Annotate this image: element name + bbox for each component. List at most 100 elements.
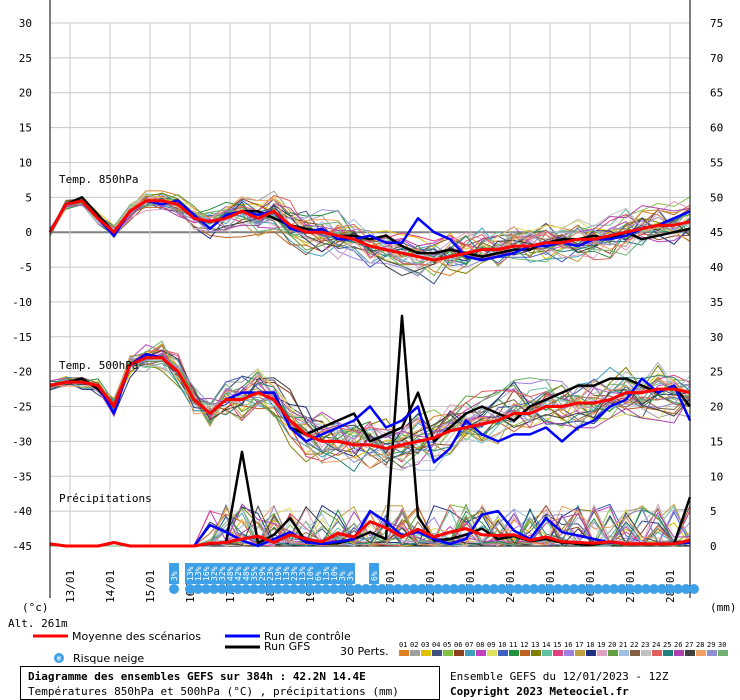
x-tick-label: 14/01 (104, 570, 117, 603)
member-t500-line (49, 360, 691, 469)
snow-risk-bar (169, 563, 179, 584)
member-swatch (652, 650, 662, 656)
snow-risk-icon (425, 584, 435, 594)
y-tick-right: 45 (710, 226, 723, 239)
snow-risk-bar (297, 563, 307, 584)
snow-risk-label: 32% (210, 566, 219, 581)
snow-risk-icon (241, 584, 251, 594)
member-t850-line (49, 195, 691, 269)
snow-risk-icon (265, 584, 275, 594)
member-number: 05 (443, 641, 451, 649)
y-tick-right: 75 (710, 17, 723, 30)
y-tick-left: -20 (12, 366, 32, 379)
snow-risk-icon (393, 584, 403, 594)
snow-risk-icon (281, 584, 291, 594)
member-swatch (399, 650, 409, 656)
snow-risk-icon (361, 584, 371, 594)
snow-risk-icon (545, 584, 555, 594)
label-t850: Temp. 850hPa (59, 173, 138, 186)
member-swatch (520, 650, 530, 656)
snow-risk-icon (513, 584, 523, 594)
snow-risk-bar (241, 563, 251, 584)
snow-risk-icon (353, 584, 363, 594)
snow-risk-label: 13% (298, 566, 307, 581)
snow-risk-icon (409, 584, 419, 594)
member-swatch (674, 650, 684, 656)
snow-risk-icon (249, 584, 259, 594)
y-tick-right: 15 (710, 435, 723, 448)
snow-risk-icon (481, 584, 491, 594)
snow-risk-icon (233, 584, 243, 594)
snow-risk-icon (385, 584, 395, 594)
series-t850-line (48, 199, 691, 262)
snow-risk-label: 32% (218, 566, 227, 581)
footer-copyright: Copyright 2023 Meteociel.fr (450, 685, 629, 698)
y-tick-left: 10 (19, 156, 32, 169)
unit-left: (°c) (22, 601, 49, 614)
snow-risk-icon (657, 584, 667, 594)
snow-risk-icon (593, 584, 603, 594)
snow-risk-icon (537, 584, 547, 594)
member-swatch (454, 650, 464, 656)
snow-risk-icon (329, 584, 339, 594)
y-tick-left: -40 (12, 505, 32, 518)
member-number: 27 (685, 641, 693, 649)
member-number: 23 (641, 641, 649, 649)
snow-risk-icon (321, 584, 331, 594)
member-number: 16 (564, 641, 572, 649)
tick-labels: -45 -40 -35 -30 -25 -20 -15 -10 -5 0 5 10 15 20 25 30 0 5… (12, 17, 723, 603)
legend-gfs-label: Run GFS (264, 640, 310, 653)
unit-right: (mm) (710, 601, 737, 614)
snow-risk-icon (417, 584, 427, 594)
y-tick-left: 30 (19, 17, 32, 30)
y-tick-right: 55 (710, 156, 723, 169)
snow-risk-icon (665, 584, 675, 594)
snow-risk-bar (337, 563, 347, 584)
member-number: 08 (476, 641, 484, 649)
member-swatch (553, 650, 563, 656)
snow-risk-label: 23% (266, 566, 275, 581)
snow-risk-icon (625, 584, 635, 594)
member-swatch (685, 650, 695, 656)
member-swatch (564, 650, 574, 656)
snow-risk-bar (265, 563, 275, 584)
snow-risk-label: 13% (322, 566, 331, 581)
y-tick-right: 25 (710, 366, 723, 379)
member-number: 10 (498, 641, 506, 649)
member-swatch (542, 650, 552, 656)
axes (49, 0, 691, 598)
y-tick-right: 30 (710, 331, 723, 344)
svg-text:❄: ❄ (57, 654, 62, 663)
snow-risk-icon (521, 584, 531, 594)
legend-snow-icon: ❄ (54, 653, 64, 663)
member-number: 22 (630, 641, 638, 649)
snow-risk-bar (233, 563, 243, 584)
snow-risk-bar (209, 563, 219, 584)
snow-risk-bar (329, 563, 339, 584)
footer-title: Diagramme des ensembles GEFS sur 384h : … (28, 670, 366, 683)
snow-risk-label: 3% (338, 571, 347, 581)
series-precip-line (49, 520, 691, 548)
x-tick-label: 15/01 (144, 570, 157, 603)
snow-risk-row: 3% 13% 13% 16% 32% 32% 48% 42% 48% 35% 29% 23% 19% 13… (169, 563, 699, 594)
snow-risk-bar (369, 563, 379, 584)
snow-risk-label: 19% (274, 566, 283, 581)
snow-risk-icon (489, 584, 499, 594)
snow-risk-icon (569, 584, 579, 594)
member-number: 11 (509, 641, 517, 649)
snow-risk-bar (201, 563, 211, 584)
snow-risk-icon (601, 584, 611, 594)
member-swatch (498, 650, 508, 656)
y-tick-right: 0 (710, 540, 717, 553)
member-number: 19 (597, 641, 605, 649)
snow-risk-label: 42% (234, 566, 243, 581)
member-legend: 01 02 03 04 05 06 07 08 09 10 11 12 13 14 15 16 17 18 19 20… (399, 641, 728, 656)
y-tick-right: 60 (710, 122, 723, 135)
snow-risk-bar (313, 563, 323, 584)
snow-risk-icon (561, 584, 571, 594)
snow-risk-icon (609, 584, 619, 594)
snow-risk-label: 48% (242, 566, 251, 581)
footer-ensemble: Ensemble GEFS du 12/01/2023 - 12Z (450, 670, 669, 683)
member-swatch (597, 650, 607, 656)
snow-risk-icon (473, 584, 483, 594)
